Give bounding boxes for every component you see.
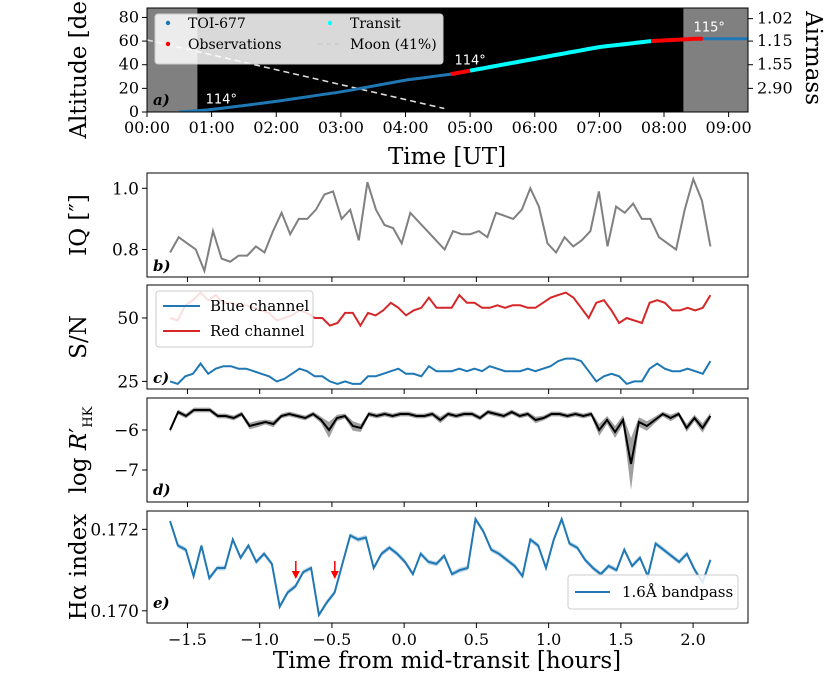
- panel-label-b: b): [153, 257, 171, 275]
- angle-annotation: 115°: [694, 21, 725, 36]
- y-tick-label: 1.0: [112, 179, 139, 199]
- x-tick-label: 07:00: [576, 118, 622, 137]
- y2-tick-label: 1.55: [757, 55, 793, 74]
- observation-segment: [450, 68, 471, 77]
- iq-series-line: [169, 176, 712, 275]
- red-arrow-head: [291, 571, 300, 579]
- panel-c-legend: Blue channel Red channel: [155, 290, 314, 348]
- panel-d-ylabel: log R′HK: [66, 406, 96, 493]
- x-tick-label: 09:00: [706, 118, 752, 137]
- legend-label: Transit: [350, 16, 401, 32]
- panel-a-frame: [146, 7, 749, 113]
- logrhk-series-line: [169, 409, 712, 465]
- y-tick-label: 0.172: [90, 520, 139, 540]
- y-tick-label: 40: [119, 55, 139, 74]
- x-tick-label: 06:00: [512, 118, 558, 137]
- angle-annotation: 114°: [454, 54, 485, 69]
- x-tick-label: 1.0: [536, 630, 561, 649]
- panel-a-ylabel: Altitude [deg]: [66, 0, 92, 140]
- legend-label-blue: Blue channel: [210, 297, 309, 315]
- y-tick-label: 50: [117, 309, 139, 329]
- x-tick-label: 00:00: [124, 118, 170, 137]
- legend-marker: [165, 41, 171, 47]
- x-tick-label: 04:00: [382, 118, 428, 137]
- twilight-span: [683, 8, 748, 112]
- panel-e: 0.170 0.172 −1.5 −1.0 −0.5 0.0 0.5 1.0 1.5 2.0 1…: [66, 510, 749, 674]
- y-tick-label: 0: [129, 102, 139, 121]
- y-tick-label: 20: [119, 78, 139, 97]
- panel-a-legend: TOI-677 Transit Observations Moon (41%): [154, 13, 444, 65]
- panel-a: 00:00 01:00 02:00 03:00 04:00 05:00 06:00 07:00…: [66, 0, 826, 170]
- y-tick-label: −7: [114, 461, 139, 481]
- panel-c: 25 50 Blue channel Red channel c) S/N: [66, 284, 749, 394]
- x-tick-label: 05:00: [447, 118, 493, 137]
- angle-annotation: 114°: [206, 93, 237, 108]
- panel-e-ylabel: Hα index: [66, 514, 92, 620]
- x-tick-label: 08:00: [641, 118, 687, 137]
- y2-tick-label: 2.90: [757, 78, 793, 97]
- panel-a-y2label: Airmass: [800, 10, 826, 105]
- panel-a-xlabel: Time [UT]: [388, 144, 506, 170]
- panel-c-ylabel: S/N: [66, 315, 92, 359]
- legend-marker: [327, 20, 333, 26]
- panel-b-frame: [146, 172, 749, 278]
- panel-label-d: d): [153, 481, 171, 499]
- panel-label-a: a): [153, 91, 170, 109]
- x-tick-label: 02:00: [253, 118, 299, 137]
- y-tick-label: 80: [119, 7, 139, 26]
- y-tick-label: 25: [117, 372, 139, 392]
- transit-segment: [469, 39, 652, 73]
- x-tick-label: −1.5: [168, 630, 207, 649]
- legend-marker: [165, 20, 171, 26]
- y-tick-label: 60: [119, 31, 139, 50]
- panel-label-c: c): [153, 369, 169, 387]
- panel-d-frame: [146, 397, 749, 503]
- x-tick-label: −1.0: [240, 630, 279, 649]
- y-tick-label: −6: [114, 421, 139, 441]
- legend-box: [154, 13, 444, 65]
- x-tick-label: −0.5: [312, 630, 351, 649]
- legend-label-halpha: 1.6Å bandpass: [622, 583, 733, 601]
- legend-box: [567, 574, 739, 610]
- x-tick-label: 1.5: [608, 630, 633, 649]
- panel-b-ylabel: IQ [″]: [66, 194, 92, 256]
- red-arrow-head: [330, 571, 339, 579]
- legend-label: Moon (41%): [350, 37, 437, 53]
- panel-b: 0.8 1.0 b) IQ [″]: [66, 172, 749, 282]
- y2-tick-label: 1.15: [757, 31, 793, 50]
- panel-e-xlabel: Time from mid-transit [hours]: [273, 648, 621, 674]
- halpha-series-line: [169, 516, 712, 618]
- x-tick-label: 0.5: [464, 630, 489, 649]
- x-tick-label: 01:00: [189, 118, 235, 137]
- observation-segment: [650, 36, 703, 44]
- blue-channel-line: [169, 357, 712, 386]
- y2-tick-label: 1.02: [757, 9, 793, 28]
- panel-e-frame: [146, 510, 749, 624]
- panel-d: −7 −6 d) log R′HK: [66, 397, 749, 507]
- y-tick-label: 0.8: [112, 240, 139, 260]
- panel-c-frame: [146, 284, 749, 390]
- legend-label: Observations: [188, 37, 282, 53]
- x-tick-label: 2.0: [680, 630, 705, 649]
- legend-label-red: Red channel: [210, 322, 305, 340]
- x-tick-label: 03:00: [318, 118, 364, 137]
- panel-label-e: e): [153, 594, 170, 612]
- legend-label: TOI-677: [188, 16, 246, 32]
- x-tick-label: 0.0: [391, 630, 416, 649]
- panel-e-legend: 1.6Å bandpass: [567, 574, 739, 610]
- y-tick-label: 0.170: [90, 602, 139, 622]
